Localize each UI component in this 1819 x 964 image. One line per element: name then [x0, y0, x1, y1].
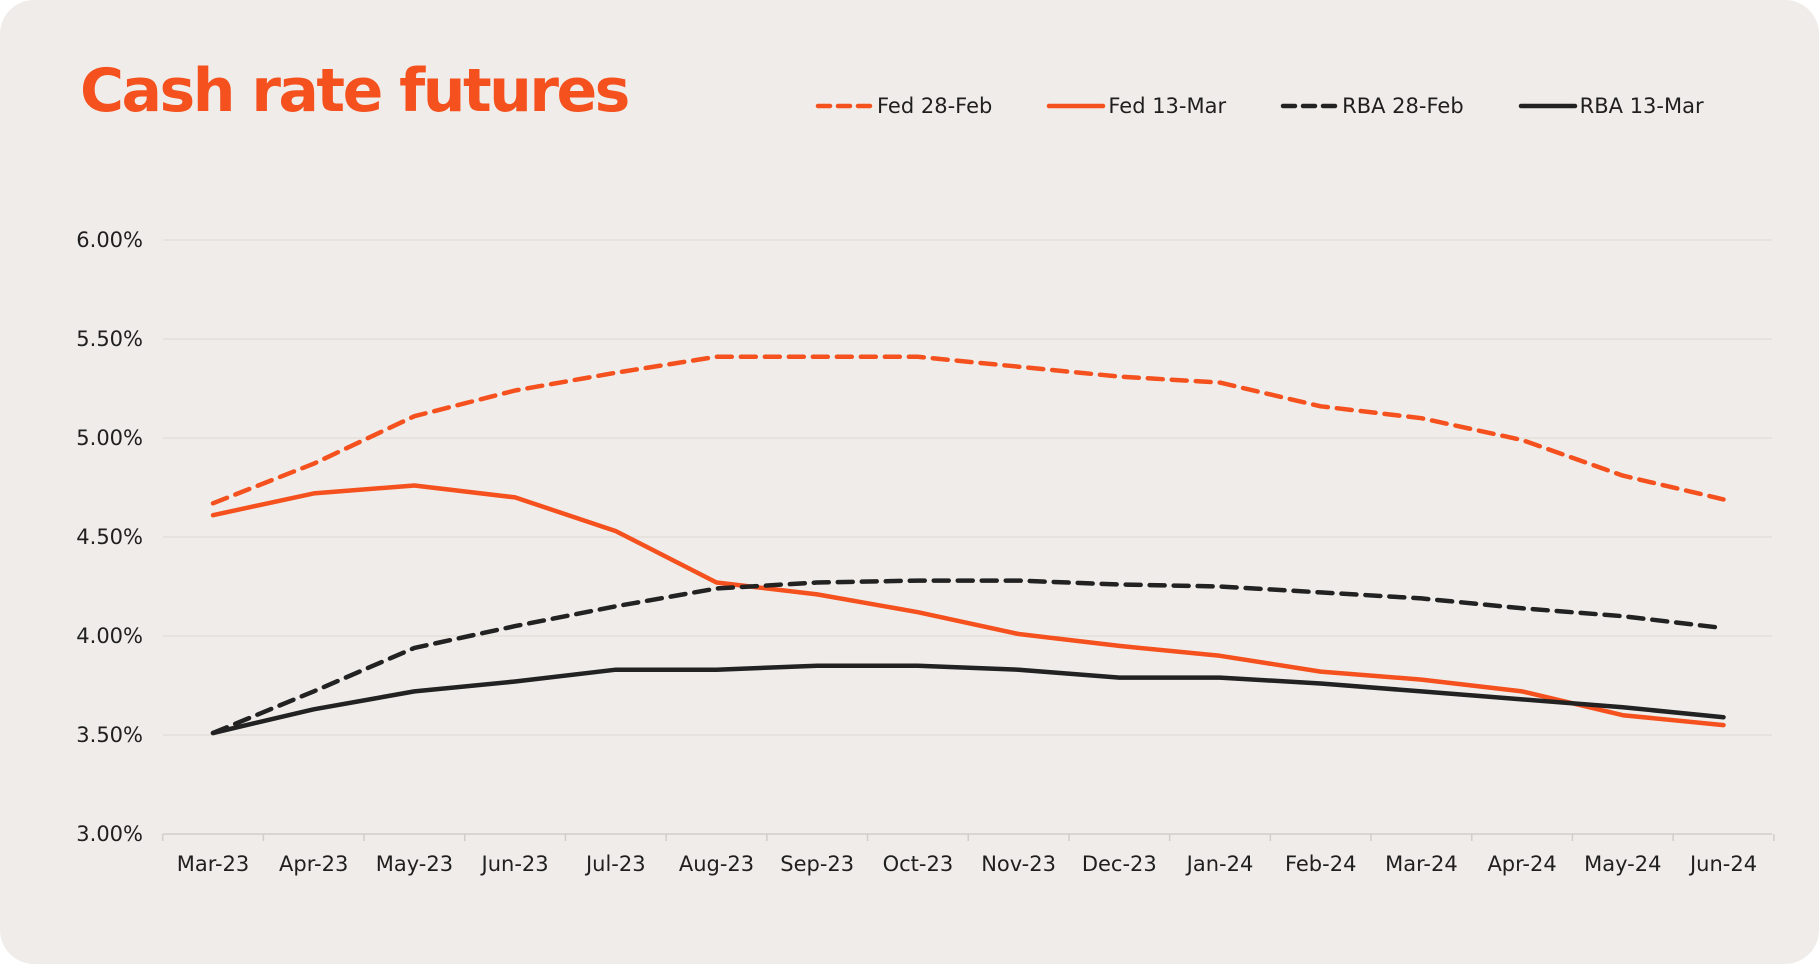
legend-swatch [1280, 103, 1340, 109]
y-tick-label: 4.50% [76, 525, 143, 549]
legend-item-rba-28-feb: RBA 28-Feb [1280, 94, 1464, 118]
legend-label: Fed 28-Feb [877, 94, 993, 118]
x-tick-label: Aug-23 [679, 852, 754, 876]
x-tick-label: May-24 [1584, 852, 1661, 876]
x-tick-label: Oct-23 [883, 852, 954, 876]
x-tick-label: May-23 [376, 852, 453, 876]
series-line-rba-13-mar [210, 663, 1726, 736]
legend-label: Fed 13-Mar [1108, 94, 1227, 118]
x-tick-label: Nov-23 [981, 852, 1056, 876]
series-line-rba-28-feb [210, 578, 1726, 736]
series-line-fed-28-feb [210, 354, 1726, 506]
x-tick-label: Jun-24 [1688, 852, 1757, 876]
y-tick-label: 3.00% [76, 822, 143, 846]
x-tick-label: Jul-23 [584, 852, 646, 876]
y-tick-label: 6.00% [76, 228, 143, 252]
x-tick-label: Dec-23 [1082, 852, 1157, 876]
legend-swatch [1047, 103, 1106, 109]
x-tick-label: Apr-24 [1487, 852, 1556, 876]
x-tick-label: Jan-24 [1185, 852, 1254, 876]
y-tick-label: 5.50% [76, 327, 143, 351]
y-axis-labels: 3.00% 3.50% 4.00% 4.50% 5.00% 5.50% 6.00% [76, 228, 143, 846]
chart-title: Cash rate futures [80, 56, 630, 126]
series-line-fed-13-mar [210, 483, 1726, 728]
series-lines [210, 354, 1726, 736]
x-tick-label: Feb-24 [1285, 852, 1356, 876]
legend-swatch [1518, 103, 1577, 109]
x-axis [161, 833, 1775, 841]
legend-item-fed-28-feb: Fed 28-Feb [815, 94, 992, 118]
x-tick-label: Mar-23 [177, 852, 250, 876]
legend-label: RBA 28-Feb [1342, 94, 1464, 118]
y-tick-label: 3.50% [76, 723, 143, 747]
legend-swatch [815, 103, 875, 109]
legend-item-fed-13-mar: Fed 13-Mar [1046, 94, 1226, 118]
x-tick-label: Jun-23 [480, 852, 549, 876]
legend-label: RBA 13-Mar [1579, 94, 1704, 118]
y-tick-label: 4.00% [76, 624, 143, 648]
x-axis-labels: Mar-23 Apr-23 May-23 Jun-23 Jul-23 Aug-23 Sep-… [177, 852, 1757, 876]
legend-item-rba-13-mar: RBA 13-Mar [1518, 94, 1704, 118]
x-tick-label: Sep-23 [780, 852, 854, 876]
x-tick-label: Apr-23 [279, 852, 348, 876]
y-tick-label: 5.00% [76, 426, 143, 450]
x-tick-label: Mar-24 [1385, 852, 1458, 876]
chart-legend: Fed 28-Feb Fed 13-Mar RBA 28-Feb RBA 13-Mar [815, 88, 1704, 124]
